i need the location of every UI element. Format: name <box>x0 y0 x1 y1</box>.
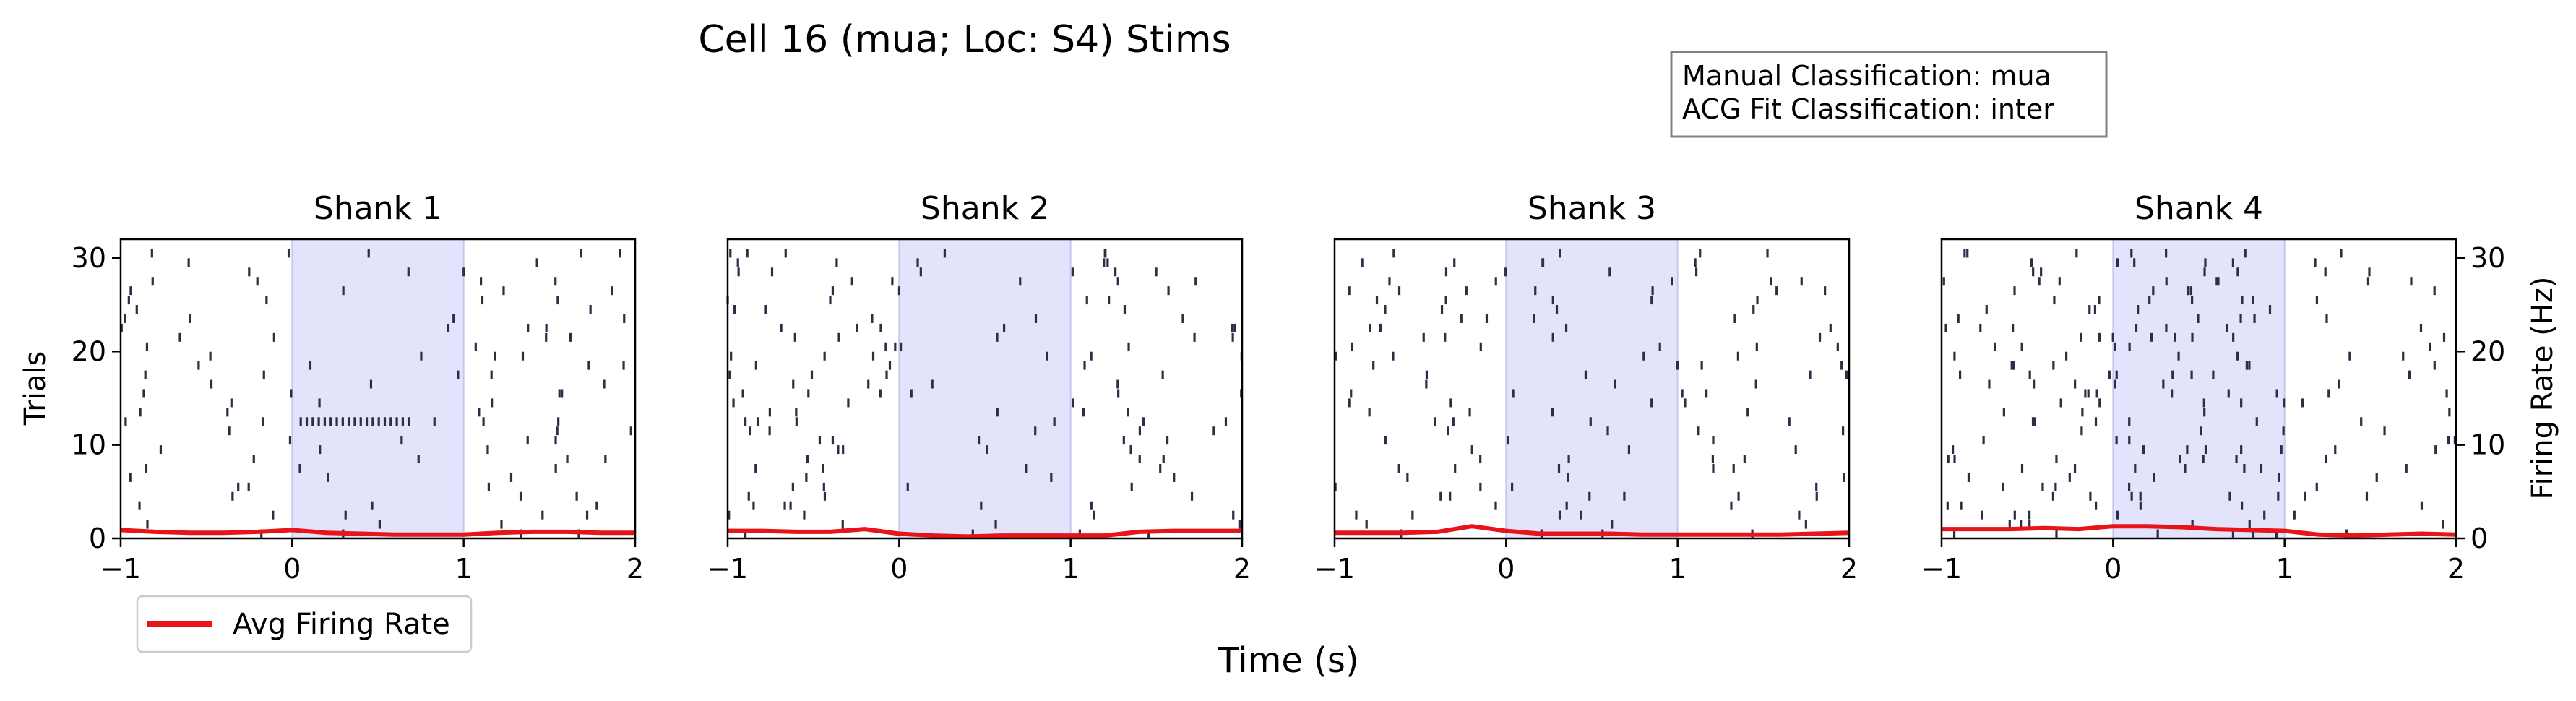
right-y-tick-label: 20 <box>2471 335 2505 367</box>
axes-frame <box>1940 238 2457 540</box>
avg-firing-rate-line <box>120 528 635 537</box>
info-box-line-2: ACG Fit Classification: inter <box>1682 93 2054 125</box>
spike-raster <box>726 249 1243 538</box>
x-tick-label: −1 <box>1314 553 1355 585</box>
axes-frame <box>1333 238 1851 540</box>
y-tick-label: 0 <box>89 522 106 554</box>
x-tick-label: 0 <box>283 553 301 585</box>
x-tick-label: 1 <box>1062 553 1080 585</box>
stim-window <box>291 238 465 539</box>
legend-label: Avg Firing Rate <box>233 608 450 641</box>
x-tick-label: 0 <box>890 553 908 585</box>
stim-window <box>1505 238 1679 539</box>
spike-raster <box>1942 249 2456 538</box>
info-box: Manual Classification: mua ACG Fit Class… <box>1670 51 2108 138</box>
avg-firing-rate-line <box>1335 524 1850 537</box>
x-tick-label: 0 <box>1497 553 1515 585</box>
avg-firing-rate-line <box>728 527 1242 539</box>
info-box-line-1: Manual Classification: mua <box>1682 60 2051 92</box>
y-axis-label-trials: Trials <box>19 351 52 426</box>
figure-title: Cell 16 (mua; Loc: S4) Stims <box>698 18 1231 61</box>
stim-window <box>2112 238 2286 539</box>
x-axis-label: Time (s) <box>1217 640 1358 681</box>
panel-title: Shank 2 <box>921 190 1049 227</box>
y-tick-label: 10 <box>72 429 106 461</box>
x-tick-label: 2 <box>1233 553 1251 585</box>
avg-firing-rate-line <box>1942 524 2457 538</box>
x-tick-label: 1 <box>455 553 473 585</box>
panel-title: Shank 1 <box>314 190 442 227</box>
x-tick-label: 2 <box>626 553 644 585</box>
right-y-tick-label: 30 <box>2471 242 2505 274</box>
x-tick-label: 2 <box>1840 553 1858 585</box>
x-tick-label: 1 <box>2276 553 2293 585</box>
x-tick-label: −1 <box>1921 553 1962 585</box>
y-tick-label: 30 <box>72 242 106 274</box>
y-axis-label-firing-rate: Firing Rate (Hz) <box>2526 277 2559 500</box>
axes-frame <box>119 238 637 540</box>
spike-raster <box>1334 249 1848 538</box>
panel-title: Shank 3 <box>1528 190 1656 227</box>
legend-frame <box>136 595 473 653</box>
panel-shank-2: Shank 2 −1 0 1 2 <box>707 190 1251 585</box>
y-tick-label: 20 <box>72 335 106 367</box>
panel-shank-3: Shank 3 −1 0 1 2 <box>1314 190 1858 585</box>
right-y-tick-label: 0 <box>2471 522 2488 554</box>
axes-frame <box>726 238 1244 540</box>
x-tick-label: 1 <box>1669 553 1687 585</box>
panel-title: Shank 4 <box>2135 190 2263 227</box>
x-tick-label: 2 <box>2447 553 2465 585</box>
spike-raster <box>120 249 632 538</box>
stim-window <box>898 238 1072 539</box>
x-tick-label: −1 <box>100 553 141 585</box>
right-y-tick-label: 10 <box>2471 429 2505 461</box>
legend: Avg Firing Rate <box>136 595 473 653</box>
info-box-frame <box>1670 51 2108 138</box>
x-tick-label: −1 <box>707 553 748 585</box>
x-tick-label: 0 <box>2104 553 2121 585</box>
